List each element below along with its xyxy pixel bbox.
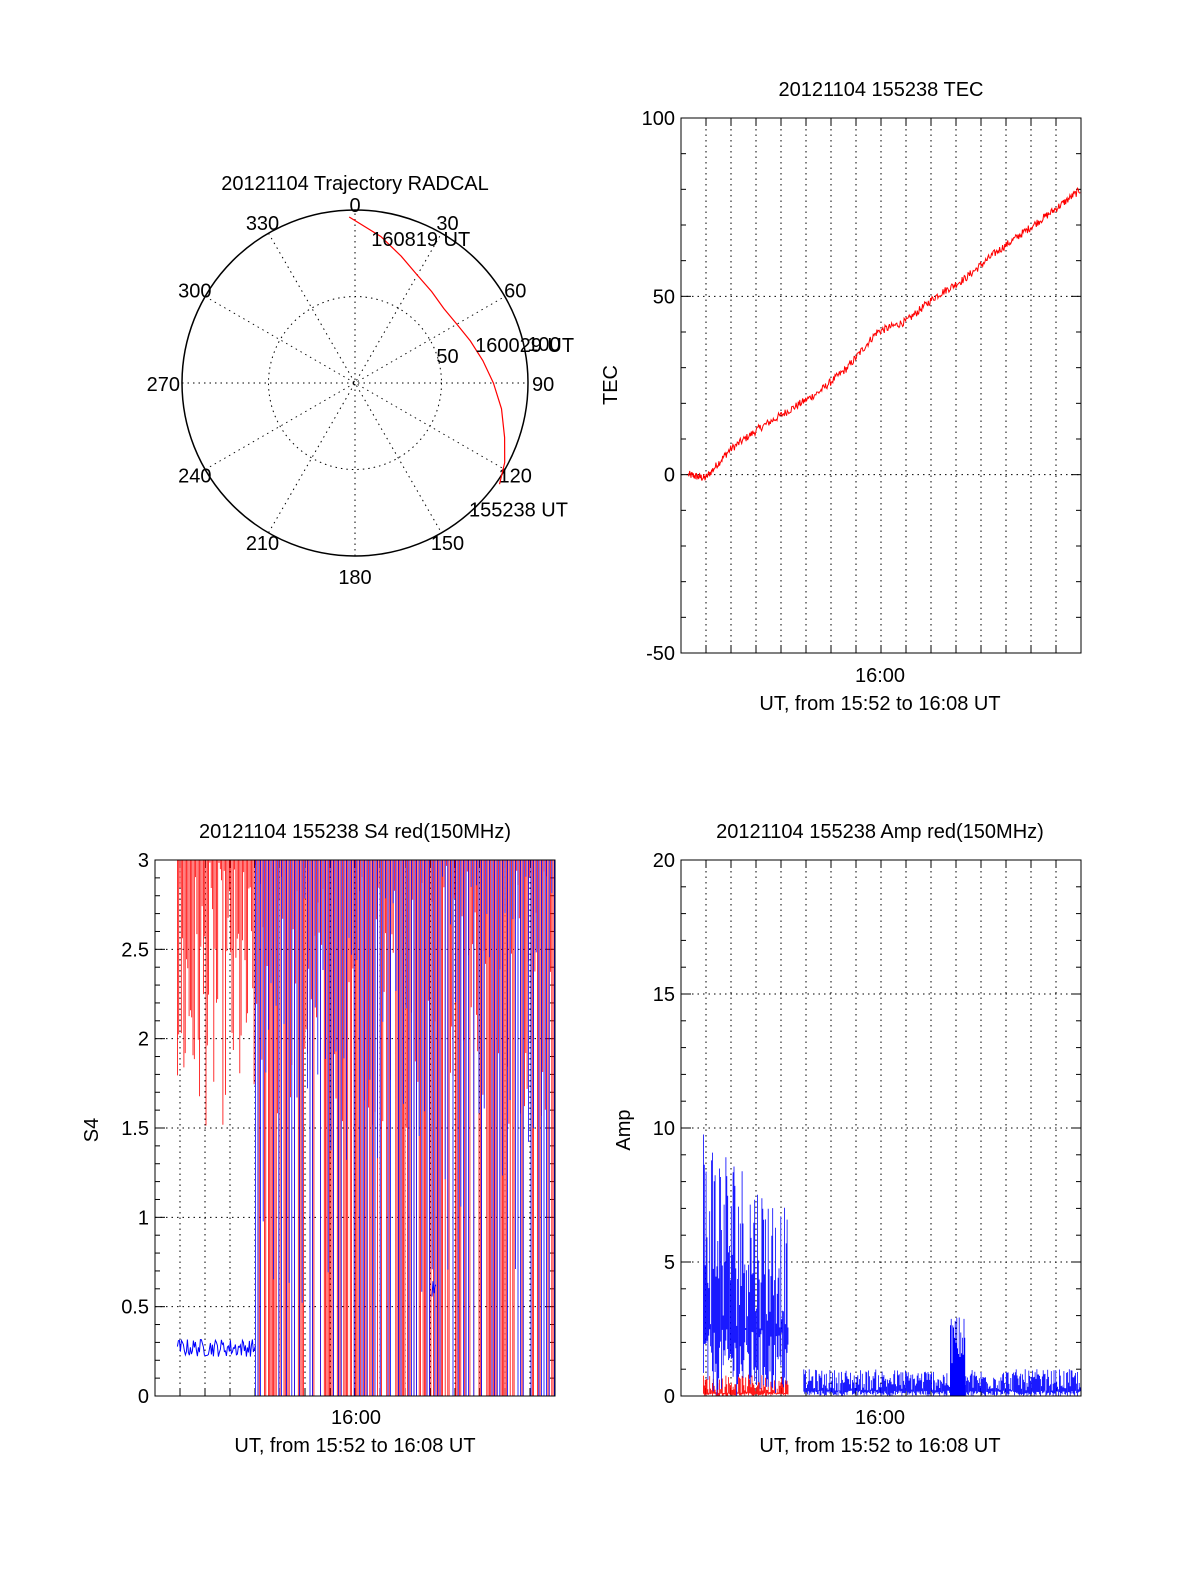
polar-angle-label: 300 xyxy=(178,281,211,303)
y-tick-label: 0.5 xyxy=(121,1297,149,1319)
trajectory-time-label: 160819 UT xyxy=(371,229,470,251)
amp-series xyxy=(703,1134,1082,1396)
tec-title: 20121104 155238 TEC xyxy=(779,79,984,101)
polar-ring-labels: 50 100 xyxy=(436,334,560,368)
tec-panel: 20121104 155238 TEC TEC 16:00 UT, from 1… xyxy=(600,79,1082,715)
amp-trace-0 xyxy=(703,1374,789,1396)
amp-trace-1 xyxy=(703,1134,789,1396)
tec-plot-frame xyxy=(680,117,1082,654)
tec-y-ticks: -50 0 50 100 xyxy=(642,108,675,665)
amp-bump xyxy=(950,1317,966,1396)
polar-ring-label: 50 xyxy=(436,346,458,368)
s4-blue-baseline xyxy=(176,1338,256,1357)
y-tick-label: 2 xyxy=(138,1029,149,1051)
tec-ylabel: TEC xyxy=(600,365,622,405)
s4-blue-baseline xyxy=(431,1281,437,1297)
y-tick-label: 0 xyxy=(664,1386,675,1408)
y-tick-label: 0 xyxy=(664,465,675,487)
amp-trace-2 xyxy=(803,1369,1082,1396)
polar-angle-label: 30 xyxy=(436,213,458,235)
polar-spoke-120 xyxy=(204,296,506,470)
polar-ring-label: 100 xyxy=(527,334,560,356)
s4-y-ticks: 0 0.5 1 1.5 2 2.5 3 xyxy=(121,850,149,1408)
polar-spoke-60 xyxy=(204,296,506,470)
polar-angle-label: 150 xyxy=(431,533,464,555)
s4-plot-frame xyxy=(154,859,556,1397)
s4-panel: 20121104 155238 S4 red(150MHz) S4 16:00 … xyxy=(81,821,556,1457)
y-tick-label: 1.5 xyxy=(121,1118,149,1140)
amp-xlabel: UT, from 15:52 to 16:08 UT xyxy=(759,1435,1000,1457)
polar-spoke-150 xyxy=(268,232,442,534)
trajectory-track xyxy=(348,216,506,485)
polar-ring-50 xyxy=(268,296,442,470)
y-tick-label: 1 xyxy=(138,1207,149,1229)
amp-y-ticks: 0 5 10 15 20 xyxy=(653,850,675,1408)
polar-angle-labels: 0 30 60 90 120 150 180 210 240 270 300 330 xyxy=(147,195,555,589)
tec-grid xyxy=(681,117,1081,654)
y-tick-label: 50 xyxy=(653,286,675,308)
polar-angle-label: 330 xyxy=(246,213,279,235)
polar-angle-label: 210 xyxy=(246,533,279,555)
polar-angle-label: 0 xyxy=(349,195,360,217)
polar-angle-label: 180 xyxy=(338,567,371,589)
amp-title: 20121104 155238 Amp red(150MHz) xyxy=(716,821,1044,843)
y-tick-label: 20 xyxy=(653,850,675,872)
y-tick-label: 100 xyxy=(642,108,675,130)
polar-grid xyxy=(181,209,529,557)
amp-xtick-label: 16:00 xyxy=(855,1407,905,1429)
tec-xlabel: UT, from 15:52 to 16:08 UT xyxy=(759,693,1000,715)
s4-ylabel: S4 xyxy=(81,1118,103,1142)
trajectory-annotations: 160819 UT 160029 UT 155238 UT xyxy=(371,229,574,521)
s4-blue-trace xyxy=(255,860,555,1396)
y-tick-label: 5 xyxy=(664,1252,675,1274)
s4-red-trace xyxy=(177,860,555,1396)
trajectory-line xyxy=(348,216,506,485)
y-tick-label: 3 xyxy=(138,850,149,872)
y-tick-label: -50 xyxy=(646,643,675,665)
polar-angle-label: 60 xyxy=(504,281,526,303)
y-tick-label: 0 xyxy=(138,1386,149,1408)
tec-series xyxy=(687,186,1081,481)
amp-ylabel: Amp xyxy=(613,1109,635,1150)
trajectory-time-label: 160029 UT xyxy=(475,335,574,357)
tec-line xyxy=(687,186,1081,481)
trajectory-time-label: 155238 UT xyxy=(469,500,568,522)
y-tick-label: 10 xyxy=(653,1118,675,1140)
polar-angle-label: 240 xyxy=(178,466,211,488)
s4-xtick-label: 16:00 xyxy=(331,1407,381,1429)
polar-angle-label: 90 xyxy=(532,374,554,396)
trajectory-panel: 20121104 Trajectory RADCAL 0 30 60 90 120 150… xyxy=(147,173,574,589)
polar-angle-label: 270 xyxy=(147,374,180,396)
tec-xtick-label: 16:00 xyxy=(855,665,905,687)
polar-spoke-30 xyxy=(268,232,442,534)
s4-series xyxy=(176,860,555,1396)
y-tick-label: 15 xyxy=(653,984,675,1006)
s4-xlabel: UT, from 15:52 to 16:08 UT xyxy=(234,1435,475,1457)
trajectory-title: 20121104 Trajectory RADCAL xyxy=(221,173,489,195)
amp-plot-frame xyxy=(680,859,1082,1397)
amp-panel: 20121104 155238 Amp red(150MHz) Amp 16:0… xyxy=(613,821,1082,1457)
s4-title: 20121104 155238 S4 red(150MHz) xyxy=(199,821,511,843)
polar-angle-label: 120 xyxy=(499,466,532,488)
y-tick-label: 2.5 xyxy=(121,939,149,961)
